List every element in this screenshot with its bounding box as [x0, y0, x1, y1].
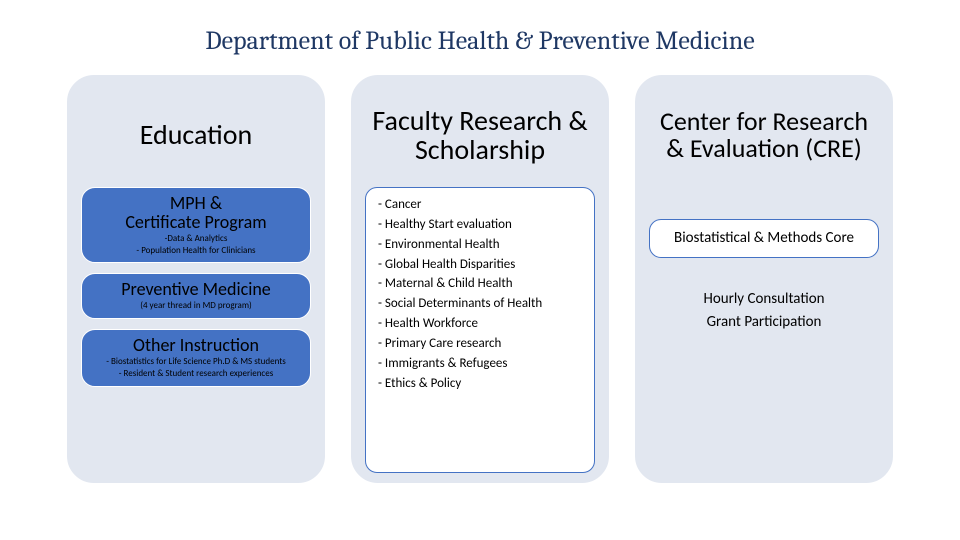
- page-title: Department of Public Health & Preventive…: [30, 26, 930, 56]
- column-header: Faculty Research & Scholarship: [365, 89, 595, 181]
- slide: Department of Public Health & Preventive…: [0, 0, 960, 540]
- columns-row: Education MPH & Certificate Program -Dat…: [30, 74, 930, 484]
- column-header: Center for Research & Evaluation (CRE): [649, 89, 879, 181]
- cre-services: Hourly Consultation Grant Participation: [649, 288, 879, 333]
- cre-service-line: Hourly Consultation: [649, 288, 879, 311]
- block-sub: (4 year thread in MD program): [90, 301, 302, 312]
- list-item: - Global Health Disparities: [378, 256, 582, 275]
- list-item: - Cancer: [378, 196, 582, 215]
- column-cre: Center for Research & Evaluation (CRE) B…: [634, 74, 894, 484]
- list-item: - Social Determinants of Health: [378, 295, 582, 314]
- column-education: Education MPH & Certificate Program -Dat…: [66, 74, 326, 484]
- column-header: Education: [81, 89, 311, 181]
- list-item: - Maternal & Child Health: [378, 275, 582, 294]
- core-title: Biostatistical & Methods Core: [662, 230, 866, 247]
- list-item: - Healthy Start evaluation: [378, 216, 582, 235]
- block-sub: - Biostatistics for Life Science Ph.D & …: [90, 357, 302, 380]
- list-item: - Health Workforce: [378, 315, 582, 334]
- block-mph: MPH & Certificate Program -Data & Analyt…: [81, 187, 311, 263]
- column-faculty-research: Faculty Research & Scholarship - Cancer …: [350, 74, 610, 484]
- block-sub: -Data & Analytics - Population Health fo…: [90, 234, 302, 257]
- list-item: - Immigrants & Refugees: [378, 355, 582, 374]
- research-areas-box: - Cancer - Healthy Start evaluation - En…: [365, 187, 595, 473]
- biostat-core-box: Biostatistical & Methods Core: [649, 219, 879, 258]
- cre-service-line: Grant Participation: [649, 311, 879, 334]
- list-item: - Environmental Health: [378, 236, 582, 255]
- block-preventive-medicine: Preventive Medicine (4 year thread in MD…: [81, 273, 311, 319]
- block-title: Preventive Medicine: [90, 280, 302, 299]
- block-title: Other Instruction: [90, 336, 302, 355]
- list-item: - Ethics & Policy: [378, 375, 582, 394]
- list-item: - Primary Care research: [378, 335, 582, 354]
- research-areas-list: - Cancer - Healthy Start evaluation - En…: [378, 196, 582, 393]
- block-other-instruction: Other Instruction - Biostatistics for Li…: [81, 329, 311, 386]
- spacer: [649, 187, 879, 219]
- block-title: MPH & Certificate Program: [90, 194, 302, 232]
